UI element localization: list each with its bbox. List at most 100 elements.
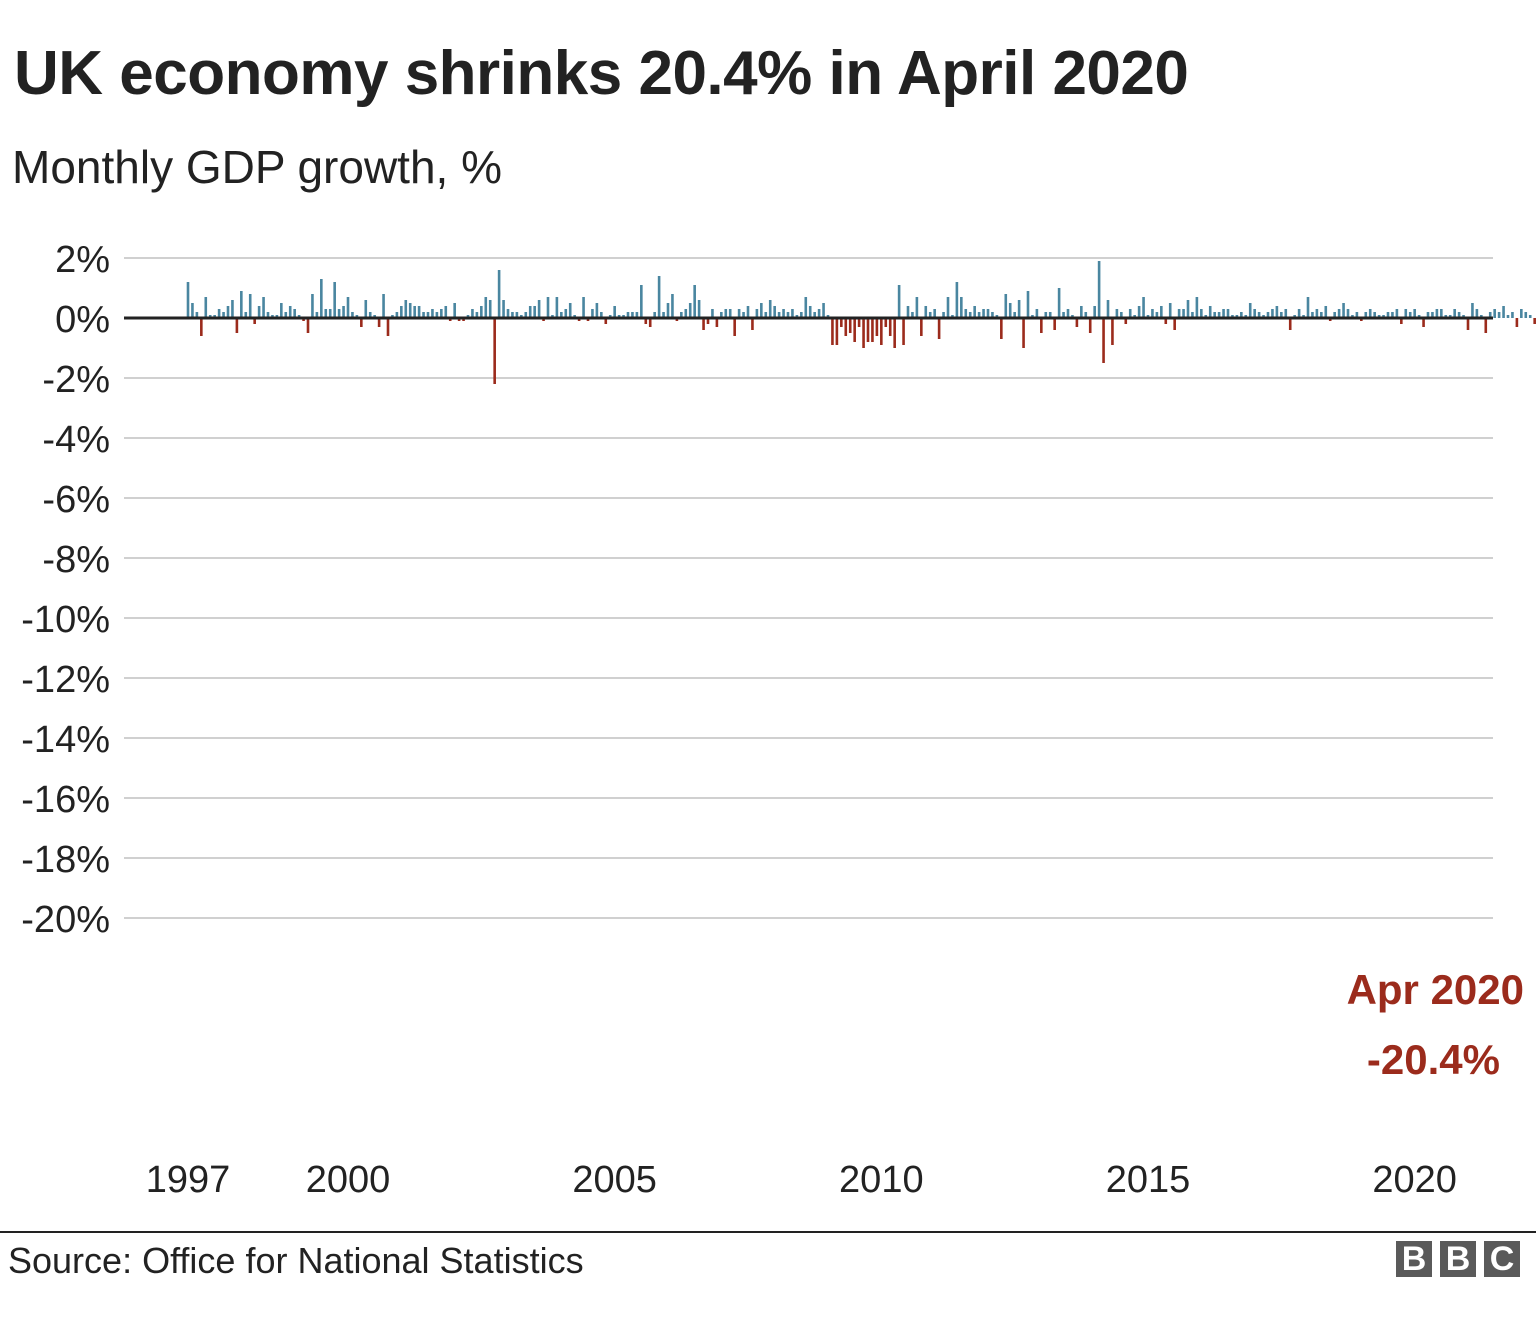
gdp-bar (226, 306, 230, 318)
gdp-bar (471, 309, 474, 318)
gdp-bar (351, 312, 354, 318)
gdp-bar (564, 309, 568, 318)
gdp-bar (1177, 309, 1181, 318)
gdp-bar (511, 312, 514, 318)
gdp-bar (644, 318, 648, 324)
gdp-bar (311, 294, 314, 318)
gdp-bar (862, 318, 865, 348)
gdp-bar (888, 318, 892, 336)
gdp-bar (333, 282, 336, 318)
gdp-bar (293, 309, 296, 318)
y-tick-label: -8% (42, 539, 110, 581)
gdp-bar (742, 312, 745, 318)
y-tick-label: -14% (21, 719, 110, 761)
gdp-bar (1471, 303, 1474, 318)
gdp-bar (671, 294, 674, 318)
gdp-bar (1048, 312, 1052, 318)
gdp-bar (684, 309, 688, 318)
gdp-bar (1035, 309, 1039, 318)
gdp-bar (342, 306, 345, 318)
gdp-bar (1066, 309, 1070, 318)
gdp-bar (964, 309, 968, 318)
annotation-label: Apr 2020 (1346, 966, 1524, 1013)
gdp-bar (1395, 309, 1399, 318)
gdp-bar (746, 306, 750, 318)
x-tick-label: 2015 (1106, 1159, 1191, 1201)
gdp-bar (1342, 303, 1345, 318)
gdp-bar (831, 318, 834, 345)
gdp-bar (426, 312, 430, 318)
gdp-bar (440, 309, 443, 318)
gdp-bar (613, 306, 616, 318)
x-tick-label: 2020 (1372, 1159, 1457, 1201)
y-tick-label: 0% (55, 299, 110, 341)
gdp-bar (902, 318, 905, 345)
gdp-bar (524, 312, 528, 318)
gdp-bar (337, 309, 341, 318)
y-tick-label: -10% (21, 599, 110, 641)
gdp-bar (1186, 300, 1190, 318)
gdp-bar (1404, 309, 1408, 318)
gdp-bar (1391, 312, 1394, 318)
gdp-bar (1426, 312, 1430, 318)
gdp-bar (688, 303, 692, 318)
gdp-bar (328, 309, 332, 318)
gdp-bar-chart: 2% 0% -2% -4% -6% -8% -10% -12% -14% -16% -18% -20%… (21, 239, 1536, 1201)
gdp-bar (1440, 309, 1443, 318)
gdp-bar (582, 297, 585, 318)
gdp-bar (1355, 312, 1359, 318)
gdp-bar (1422, 318, 1425, 327)
gdp-bar (737, 309, 741, 318)
gdp-bar (1271, 309, 1274, 318)
gdp-bar (875, 318, 879, 336)
gdp-bar (760, 303, 763, 318)
gdp-bar (404, 300, 408, 318)
gdp-bar (893, 318, 896, 348)
gdp-bar (764, 312, 768, 318)
gdp-bar (568, 303, 572, 318)
gdp-bar (1253, 309, 1256, 318)
gdp-bar (222, 312, 225, 318)
gdp-bar (244, 312, 248, 318)
gdp-bar (604, 318, 608, 324)
gdp-bar (1093, 306, 1096, 318)
gdp-bar (400, 306, 403, 318)
gdp-bar (1488, 312, 1492, 318)
gdp-bar (1004, 294, 1008, 318)
gdp-bar (1511, 312, 1514, 318)
gdp-bar (928, 312, 932, 318)
gdp-bar (515, 312, 519, 318)
gdp-bar (782, 309, 785, 318)
gdp-bar (413, 306, 416, 318)
gdp-bar (1088, 318, 1092, 333)
gdp-bar (1400, 318, 1403, 324)
y-tick-label: -4% (42, 419, 110, 461)
gdp-bar (306, 318, 310, 333)
chart-title: UK economy shrinks 20.4% in April 2020 (14, 39, 1189, 108)
gdp-bar (1257, 312, 1261, 318)
gdp-bar (480, 306, 483, 318)
gdp-bar (840, 318, 843, 327)
gdp-bar (977, 312, 981, 318)
gdp-bar (657, 276, 661, 318)
gdp-bar (960, 297, 963, 318)
gdp-bar (386, 318, 390, 336)
gdp-bar (195, 312, 199, 318)
gdp-bar (204, 297, 208, 318)
gdp-bar (1288, 318, 1292, 330)
gdp-bar (635, 312, 639, 318)
gdp-bar (768, 300, 772, 318)
gdp-bar (924, 306, 928, 318)
gdp-bar (1333, 312, 1336, 318)
gdp-bar (360, 318, 363, 327)
gdp-bar (973, 306, 976, 318)
gdp-bar (1497, 312, 1501, 318)
y-tick-label: 2% (55, 239, 110, 281)
gdp-bar (911, 312, 914, 318)
gdp-bar (791, 309, 794, 318)
gdp-bar (822, 303, 825, 318)
gdp-bar (1484, 318, 1488, 333)
gdp-bar (1502, 306, 1505, 318)
gdp-bar (284, 312, 288, 318)
gdp-bar (1106, 300, 1110, 318)
